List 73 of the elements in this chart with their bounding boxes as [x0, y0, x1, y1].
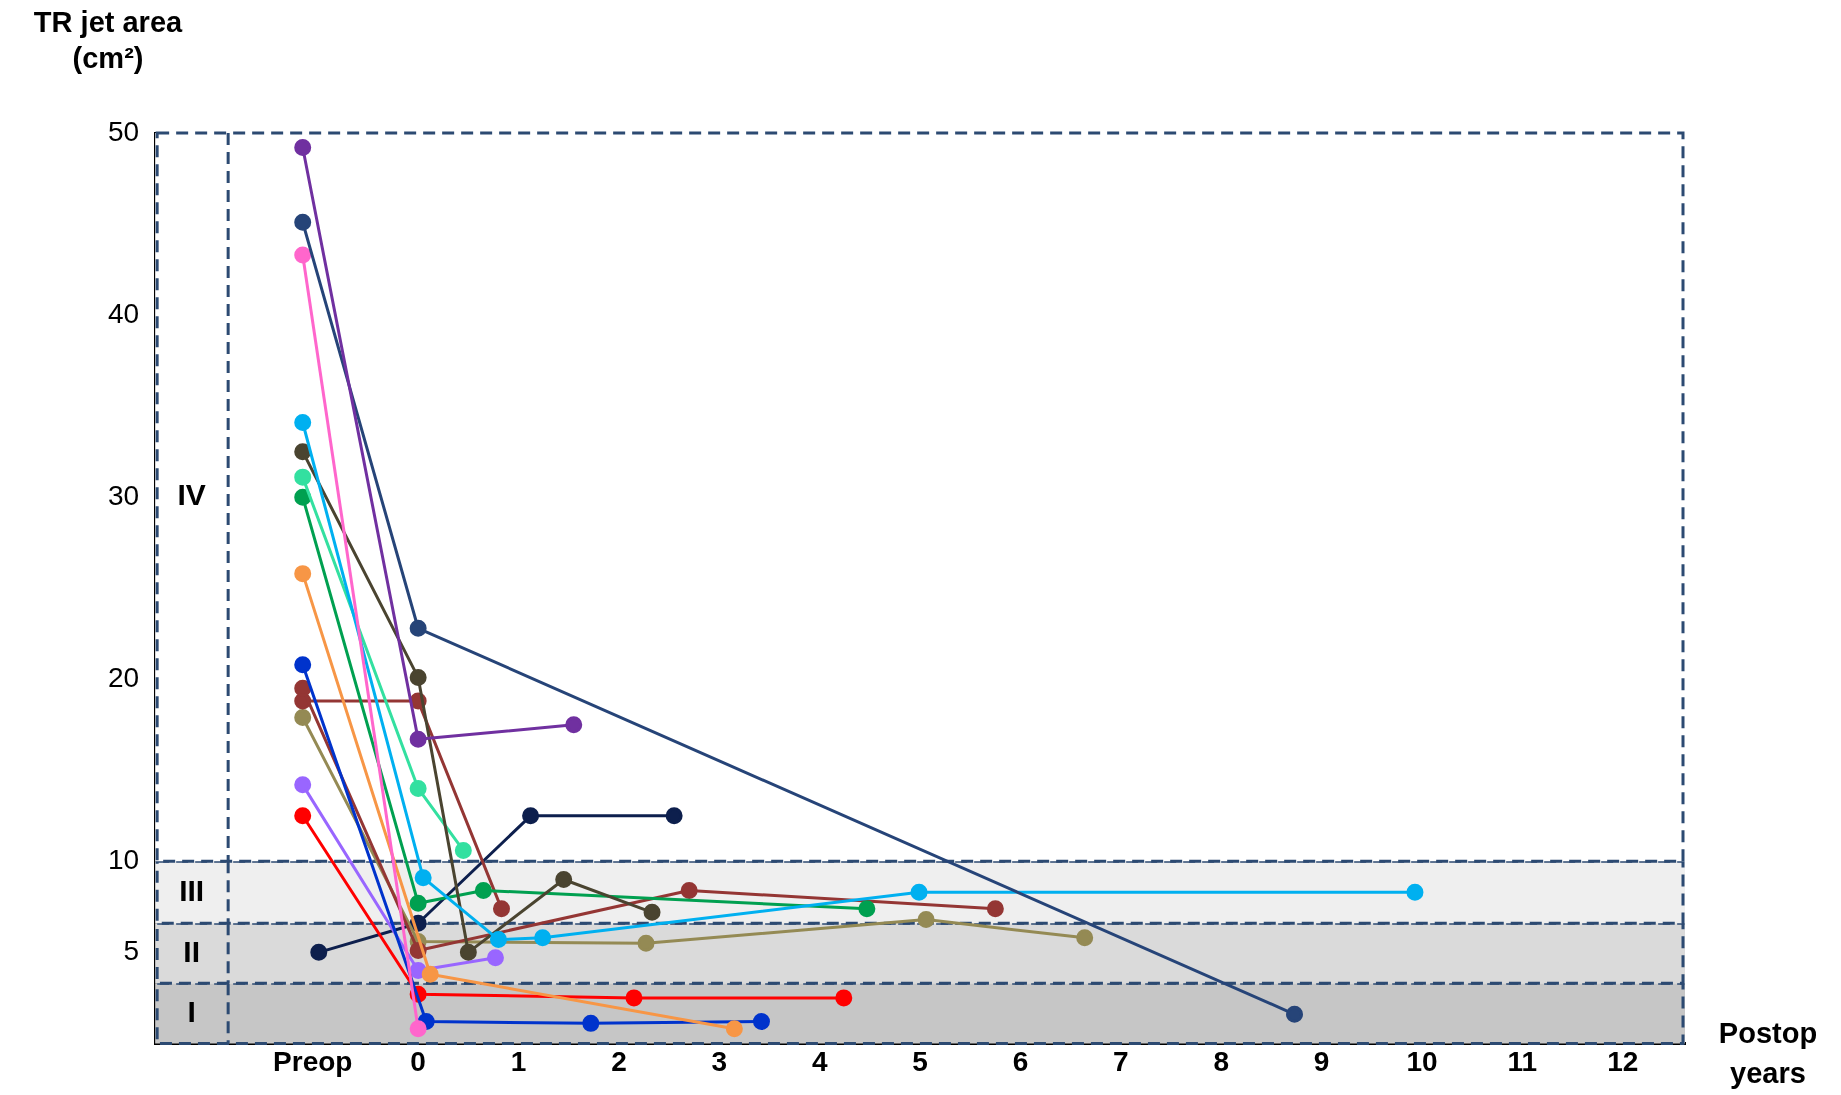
point	[917, 911, 935, 929]
x-tick-label: 6	[1012, 1045, 1029, 1077]
point	[1406, 883, 1424, 901]
y-tick-label: 10	[107, 844, 140, 876]
x-tick-label: 0	[410, 1045, 426, 1077]
point	[294, 708, 312, 726]
x-tick-label: 9	[1313, 1045, 1330, 1077]
point	[565, 716, 583, 734]
point	[294, 246, 312, 264]
y-tick-label: 5	[123, 935, 140, 967]
point	[409, 1020, 427, 1038]
point	[294, 213, 312, 231]
point	[294, 468, 312, 486]
point	[489, 931, 507, 949]
y-tick-label: 20	[107, 661, 140, 693]
x-tick-label: 3	[711, 1045, 728, 1077]
point	[637, 934, 655, 952]
x-tick-label: 2	[611, 1045, 627, 1077]
point	[294, 679, 312, 697]
point	[454, 841, 472, 859]
x-tick-label: 11	[1507, 1045, 1538, 1077]
point	[294, 807, 312, 825]
y-axis-title: TR jet area (cm²)	[33, 6, 184, 74]
point	[421, 965, 439, 983]
point	[643, 903, 661, 921]
point	[725, 1020, 743, 1038]
point	[625, 989, 643, 1007]
point	[409, 668, 427, 686]
point	[310, 943, 328, 961]
band-label: IV	[177, 478, 206, 512]
band-label: II	[183, 934, 200, 968]
point	[486, 949, 504, 967]
band-label: I	[187, 994, 196, 1028]
point	[294, 656, 312, 674]
point	[752, 1013, 770, 1031]
point	[294, 139, 312, 157]
point	[294, 414, 312, 432]
point	[409, 894, 427, 912]
point	[294, 443, 312, 461]
point	[1286, 1005, 1304, 1023]
point	[534, 929, 552, 947]
point	[680, 881, 698, 899]
point	[582, 1014, 600, 1032]
y-tick-label: 30	[107, 479, 140, 511]
point	[665, 807, 683, 825]
point	[555, 871, 573, 889]
point	[522, 807, 540, 825]
point	[409, 779, 427, 797]
x-tick-label: Preop	[273, 1045, 353, 1077]
point	[414, 869, 432, 887]
y-tick-label: 50	[107, 115, 140, 147]
x-tick-label: 8	[1213, 1045, 1230, 1077]
x-tick-label: 5	[912, 1045, 928, 1077]
y-tick-label: 40	[107, 297, 140, 329]
point	[1076, 929, 1094, 947]
band-label: III	[179, 873, 205, 907]
x-tick-label: 1	[510, 1045, 527, 1077]
x-tick-label: 7	[1113, 1045, 1129, 1077]
x-tick-label: 4	[811, 1045, 828, 1077]
point	[409, 619, 427, 637]
point	[910, 883, 928, 901]
point	[835, 989, 853, 1007]
point	[986, 900, 1004, 918]
point	[858, 900, 876, 918]
x-axis-title: Postop years	[1718, 1017, 1818, 1090]
point	[409, 730, 427, 748]
point	[459, 943, 477, 961]
point	[294, 565, 312, 583]
point	[492, 900, 510, 918]
x-tick-label: 10	[1406, 1045, 1438, 1077]
x-tick-label: 12	[1607, 1045, 1639, 1077]
point	[474, 881, 492, 899]
point	[294, 776, 312, 794]
